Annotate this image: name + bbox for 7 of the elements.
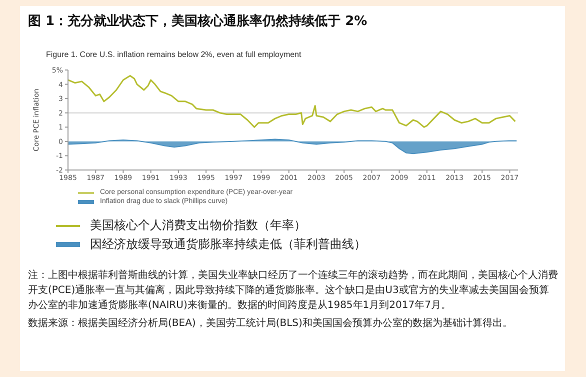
line-series [68,74,516,128]
source-note: 数据来源：根据美国经济分析局(BEA)，美国劳工统计局(BLS)和美国国会预算办公室的数据为基础计算得出。 [28,316,514,331]
text: 注：上图中根据菲利普斯曲线的计算，美国失业率缺口经历了一个连续三年的滚动趋势，而在此期间，美国核心个人消费开支(PCE)通胀率一直与其偏离，因此导致持续下降的通货膨胀率。这个缺口是由U3或官方的失业率减去美国国会预算办公室的非加速通货膨胀率(NAIRU)来衡量的。数据的时间跨度是从1985年1月到2017年7月。 [28,268,558,313]
chart-subtitle: Figure 1. Core U.S. inflation remains below 2%, even at full employment [46,50,302,59]
text: 因经济放缓导致通货膨胀率持续走低（菲利普曲线） [90,236,366,253]
text: 美国核心个人消费支出物价指数（年率） [90,217,306,234]
chart-title: 图 1：充分就业状态下，美国核心通胀率仍然持续低于 2% [28,12,368,30]
